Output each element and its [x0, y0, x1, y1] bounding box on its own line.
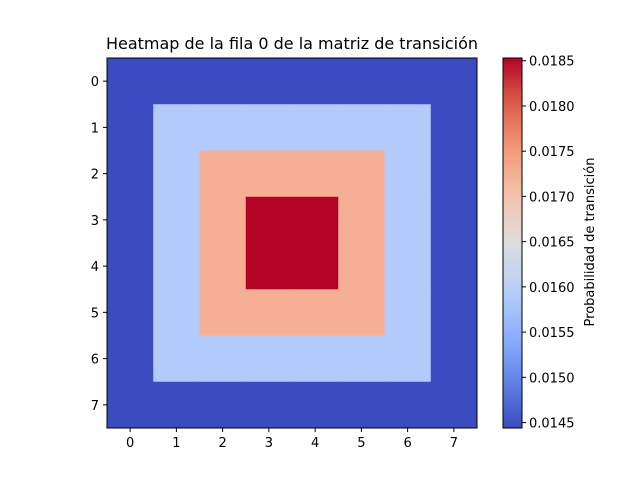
heatmap-cell	[338, 58, 385, 105]
heatmap-cell	[107, 150, 154, 198]
heatmap-cell	[384, 196, 432, 244]
heatmap-cell	[153, 243, 200, 290]
heatmap-cell	[245, 104, 293, 151]
heatmap-cell	[384, 335, 432, 383]
heatmap-cell	[245, 289, 293, 336]
heatmap-cell	[245, 335, 293, 383]
heatmap-cell	[430, 289, 478, 336]
heatmap-cell	[430, 243, 478, 290]
heatmap-frame	[106, 57, 478, 429]
heatmap-cell	[338, 243, 385, 290]
heatmap-cell	[338, 196, 385, 244]
x-tick-label: 6	[403, 436, 411, 451]
colorbar-gradient	[503, 58, 522, 428]
colorbar-frame	[502, 57, 523, 429]
heatmap-cell	[153, 150, 200, 198]
heatmap-cell	[430, 104, 478, 151]
heatmap-cell	[199, 58, 247, 105]
y-tick-label: 4	[91, 260, 99, 275]
y-tick-label: 5	[91, 306, 99, 321]
heatmap-cell	[245, 58, 293, 105]
heatmap-cell	[338, 150, 385, 198]
x-tick-label: 7	[450, 436, 458, 451]
heatmap-cell	[245, 150, 293, 198]
heatmap-cell	[384, 381, 432, 429]
colorbar-tick-label: 0.0185	[529, 55, 575, 70]
heatmap-cell	[153, 104, 200, 151]
y-tick-label: 7	[91, 399, 99, 414]
heatmap-cell	[153, 58, 200, 105]
y-tick-label: 0	[91, 75, 99, 90]
heatmap-cell	[292, 335, 339, 383]
colorbar: 0.0145 0.0150 0.0155 0.0160 0.0165 0.0170 0.01…	[502, 55, 575, 432]
heatmap-cell	[107, 58, 154, 105]
heatmap-cell	[107, 243, 154, 290]
heatmap-cell	[292, 381, 339, 429]
heatmap-cell	[199, 335, 247, 383]
y-axis: 0 1 2 3 4 5 6 7	[91, 75, 107, 414]
x-tick-label: 4	[311, 436, 319, 451]
heatmap-cell	[384, 243, 432, 290]
heatmap-cell	[153, 196, 200, 244]
heatmap-cell	[338, 335, 385, 383]
heatmap-cell	[338, 381, 385, 429]
heatmap-cell	[430, 381, 478, 429]
colorbar-tick-label: 0.0155	[529, 326, 575, 341]
heatmap-cell	[292, 243, 339, 290]
heatmap-cell	[292, 289, 339, 336]
heatmap-cell	[153, 335, 200, 383]
heatmap-cell	[245, 243, 293, 290]
heatmap-cell	[153, 289, 200, 336]
colorbar-tick-label: 0.0170	[529, 190, 575, 205]
heatmap-cell	[338, 289, 385, 336]
heatmap-cell	[199, 289, 247, 336]
heatmap-cell	[245, 381, 293, 429]
heatmap-cell	[199, 243, 247, 290]
x-tick-label: 5	[357, 436, 365, 451]
colorbar-label: Probabilidad de transición	[583, 158, 598, 327]
heatmap-cell	[384, 104, 432, 151]
colorbar-tick-label: 0.0150	[529, 371, 575, 386]
x-tick-label: 0	[126, 436, 134, 451]
x-axis: 0 1 2 3 4 5 6 7	[126, 428, 458, 451]
heatmap-cell	[107, 196, 154, 244]
heatmap-cell	[199, 104, 247, 151]
y-tick-label: 3	[91, 214, 99, 229]
heatmap-cell	[153, 381, 200, 429]
heatmap-cell	[430, 58, 478, 105]
heatmap-cell	[430, 196, 478, 244]
heatmap-cell	[107, 335, 154, 383]
colorbar-tick-label: 0.0160	[529, 281, 575, 296]
colorbar-tick-label: 0.0165	[529, 236, 575, 251]
heatmap-cell	[384, 289, 432, 336]
colorbar-tick-label: 0.0175	[529, 145, 575, 160]
heatmap-cell	[430, 150, 478, 198]
x-tick-label: 1	[172, 436, 180, 451]
y-tick-label: 6	[91, 353, 99, 368]
heatmap-cell	[199, 196, 247, 244]
heatmap-cell	[292, 58, 339, 105]
heatmap-cell	[430, 335, 478, 383]
colorbar-tick-label: 0.0180	[529, 100, 575, 115]
heatmap-cell	[292, 196, 339, 244]
heatmap-cell	[107, 104, 154, 151]
colorbar-tick-label: 0.0145	[529, 417, 575, 432]
x-tick-label: 2	[218, 436, 226, 451]
heatmap-cell	[107, 289, 154, 336]
heatmap-cell	[199, 381, 247, 429]
heatmap-cell	[245, 196, 293, 244]
heatmap-cells	[107, 58, 478, 429]
heatmap-cell	[292, 104, 339, 151]
y-tick-label: 1	[91, 121, 99, 136]
heatmap-cell	[199, 150, 247, 198]
y-tick-label: 2	[91, 168, 99, 183]
chart-title: Heatmap de la fila 0 de la matriz de tra…	[106, 34, 478, 53]
heatmap-cell	[107, 381, 154, 429]
heatmap-cell	[384, 150, 432, 198]
heatmap-cell	[384, 58, 432, 105]
x-tick-label: 3	[265, 436, 273, 451]
heatmap-cell	[338, 104, 385, 151]
heatmap-cell	[292, 150, 339, 198]
